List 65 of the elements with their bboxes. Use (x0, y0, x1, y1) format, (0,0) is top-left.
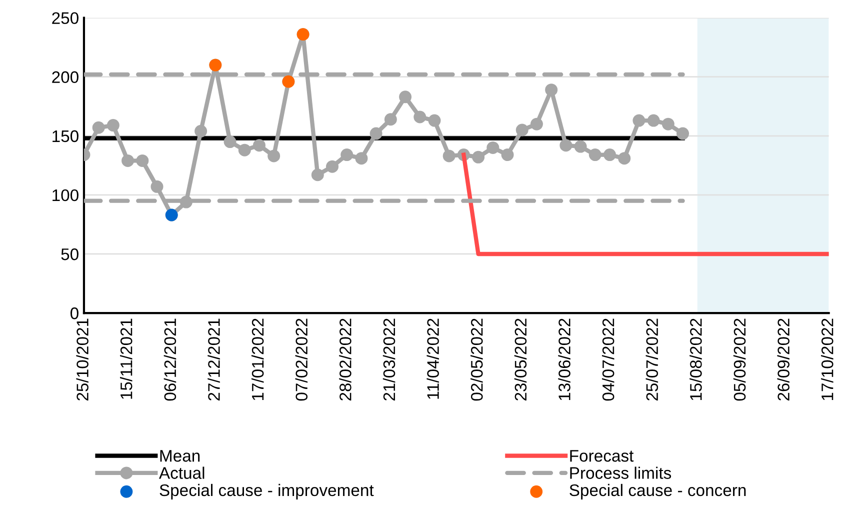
x-tick-label: 21/03/2022 (382, 318, 396, 400)
point (574, 140, 587, 153)
x-tick-label: 28/02/2022 (339, 318, 352, 400)
x-tick-label: 04/07/2022 (602, 318, 614, 401)
point (252, 139, 266, 152)
point (355, 152, 368, 165)
y-tick-label: 0 (70, 307, 78, 320)
point (194, 124, 208, 138)
point (560, 139, 572, 152)
x-tick-label: 26/09/2022 (777, 318, 790, 400)
x-tick-label: 25/07/2022 (646, 318, 658, 400)
point (136, 154, 149, 167)
legend-label: Mean (160, 450, 200, 462)
x-tick-label: 25/10/2021 (76, 318, 88, 400)
point (384, 113, 397, 126)
point (603, 148, 616, 162)
x-tick-label: 13/06/2022 (558, 318, 570, 400)
legend-label: Actual (158, 466, 204, 479)
point (442, 150, 456, 162)
point (676, 127, 690, 140)
y-tick-label: 100 (52, 189, 78, 202)
point (472, 150, 485, 164)
point (238, 144, 251, 156)
x-tick-label: 11/04/2022 (426, 318, 439, 399)
y-tick-label: 200 (52, 71, 78, 84)
point (326, 160, 339, 173)
point (647, 114, 660, 127)
x-tick-label: 06/12/2021 (164, 318, 176, 401)
x-tick-label: 17/01/2022 (251, 318, 264, 400)
x-tick-label: 23/05/2022 (514, 318, 527, 400)
point (588, 148, 602, 162)
legend-label: Forecast (570, 450, 634, 462)
point (530, 118, 543, 130)
point (428, 114, 441, 127)
point (516, 124, 528, 136)
point (92, 121, 105, 134)
point (545, 84, 558, 96)
point (340, 148, 354, 162)
point (268, 150, 280, 162)
point (501, 148, 514, 162)
x-tick-label: 27/12/2021 (208, 318, 220, 400)
point (662, 118, 674, 130)
y-tick-label: 250 (52, 12, 78, 24)
point (486, 141, 500, 154)
x-tick-label: 07/02/2022 (295, 318, 308, 401)
point (150, 180, 164, 193)
x-tick-label: 15/11/2021 (120, 318, 132, 399)
x-tick-label: 17/10/2022 (821, 318, 834, 400)
point (399, 90, 412, 104)
point (224, 136, 236, 148)
point (122, 154, 134, 167)
x-tick-label: 02/05/2022 (470, 318, 483, 401)
y-tick-label: 50 (61, 248, 78, 260)
legend-label: Special cause - improvement (160, 484, 374, 500)
x-tick-label: 15/08/2022 (690, 318, 702, 400)
x-tick-label: 05/09/2022 (733, 318, 746, 401)
point (632, 114, 646, 127)
legend-label: Special cause - concern (570, 484, 746, 500)
point (618, 152, 631, 165)
point (370, 127, 382, 140)
point (106, 119, 120, 132)
point (414, 110, 426, 124)
y-tick-label: 150 (52, 130, 78, 142)
legend-label: Process limits (570, 466, 672, 479)
point (311, 168, 324, 182)
